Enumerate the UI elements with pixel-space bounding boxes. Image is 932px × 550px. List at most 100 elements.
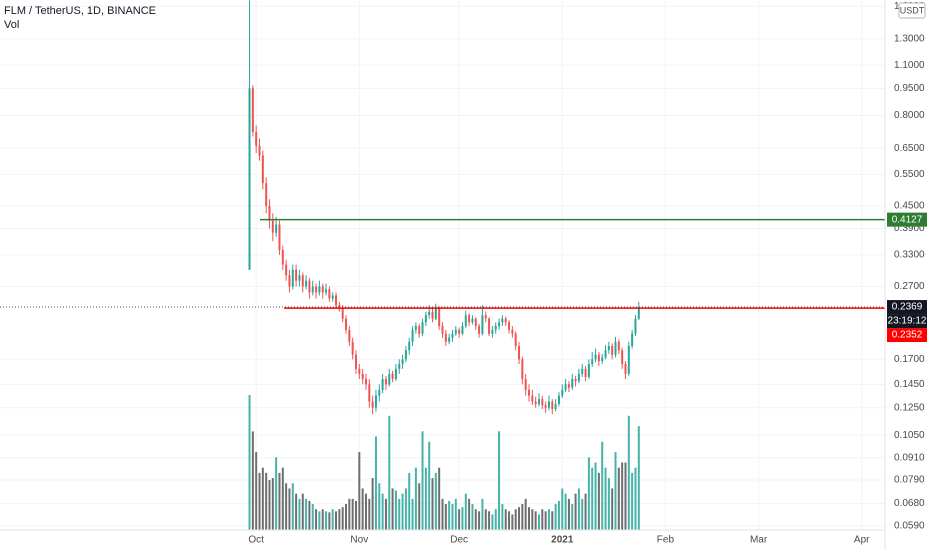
volume-bar bbox=[275, 457, 278, 530]
volume-bar bbox=[311, 504, 314, 530]
volume-bar bbox=[348, 498, 351, 530]
volume-bar bbox=[607, 478, 610, 530]
candle-body bbox=[624, 364, 627, 374]
volume-bar bbox=[288, 488, 291, 530]
candle-body bbox=[597, 354, 600, 362]
volume-bar bbox=[617, 467, 620, 530]
volume-bar bbox=[371, 478, 374, 530]
y-tick-label: 0.0680 bbox=[894, 498, 925, 509]
candle-body bbox=[321, 286, 324, 293]
volume-bar bbox=[398, 498, 401, 530]
y-tick-label: 0.0910 bbox=[894, 452, 925, 463]
candle-body bbox=[547, 401, 550, 408]
candle-body bbox=[374, 395, 377, 408]
candle-body bbox=[508, 322, 511, 330]
candle-body bbox=[408, 341, 411, 351]
volume-bar bbox=[624, 462, 627, 530]
y-tick-label: 1.3000 bbox=[894, 34, 925, 45]
volume-bar bbox=[291, 483, 294, 530]
last-price-label: 0.2369 bbox=[892, 302, 923, 313]
volume-bar bbox=[504, 509, 507, 530]
candle-body bbox=[604, 350, 607, 358]
volume-bar bbox=[408, 472, 411, 530]
candle-body bbox=[511, 329, 514, 334]
last-price-label-box bbox=[887, 300, 927, 315]
candle-body bbox=[468, 315, 471, 323]
candle-body bbox=[448, 337, 451, 342]
volume-bar bbox=[501, 504, 504, 530]
y-tick-label: 0.0790 bbox=[894, 475, 925, 486]
candle-body bbox=[424, 315, 427, 323]
candle-body bbox=[478, 326, 481, 334]
candle-body bbox=[368, 384, 371, 402]
candle-body bbox=[577, 373, 580, 382]
volume-bar bbox=[404, 488, 407, 530]
candle-body bbox=[291, 269, 294, 287]
candle-body bbox=[544, 405, 547, 408]
candle-body bbox=[301, 275, 304, 287]
volume-bar bbox=[248, 395, 251, 530]
candle-body bbox=[431, 311, 434, 319]
volume-bar bbox=[571, 504, 574, 530]
volume-bar bbox=[454, 498, 457, 530]
candle-body bbox=[587, 364, 590, 377]
volume-bar bbox=[614, 452, 617, 530]
candle-body bbox=[621, 350, 624, 365]
candle-body bbox=[325, 289, 328, 293]
candle-body bbox=[255, 132, 258, 146]
candle-body bbox=[461, 326, 464, 334]
volume-bar bbox=[498, 431, 501, 530]
volume-bar bbox=[321, 509, 324, 530]
candle-body bbox=[364, 379, 367, 385]
candle-body bbox=[454, 329, 457, 334]
volume-bar bbox=[591, 467, 594, 530]
candle-body bbox=[534, 401, 537, 404]
candle-body bbox=[518, 345, 521, 360]
volume-bar bbox=[421, 431, 424, 530]
candle-body bbox=[261, 155, 264, 184]
candle-body bbox=[537, 399, 540, 404]
volume-bar bbox=[554, 504, 557, 530]
volume-bar bbox=[494, 509, 497, 530]
volume-bar bbox=[345, 504, 348, 530]
candle-body bbox=[351, 341, 354, 355]
x-tick-label: Dec bbox=[450, 535, 468, 546]
candle-body bbox=[281, 250, 284, 265]
candle-body bbox=[311, 286, 314, 293]
candle-body bbox=[634, 318, 637, 334]
currency-button[interactable] bbox=[898, 2, 926, 19]
candle-body bbox=[265, 183, 268, 207]
volume-bar bbox=[411, 498, 414, 530]
candle-body bbox=[581, 368, 584, 374]
candle-body bbox=[391, 373, 394, 380]
candle-body bbox=[414, 326, 417, 330]
y-tick-label: 0.0590 bbox=[894, 521, 925, 532]
candle-body bbox=[471, 318, 474, 323]
volume-bar bbox=[351, 498, 354, 530]
volume-bar bbox=[384, 498, 387, 530]
volume-bar bbox=[391, 488, 394, 530]
candle-body bbox=[401, 359, 404, 365]
volume-bar bbox=[315, 509, 318, 530]
candle-body bbox=[378, 389, 381, 396]
candle-body bbox=[484, 315, 487, 319]
volume-bar bbox=[268, 480, 271, 530]
y-tick-label: 1.1000 bbox=[894, 60, 925, 71]
currency-button-label[interactable]: USDT bbox=[900, 5, 925, 15]
candle-body bbox=[345, 318, 348, 330]
volume-bar bbox=[537, 514, 540, 530]
volume-bar bbox=[604, 467, 607, 530]
volume-bar bbox=[521, 504, 524, 530]
candle-body bbox=[607, 345, 610, 351]
volume-bar bbox=[418, 483, 421, 530]
candle-body bbox=[341, 308, 344, 319]
volume-bar bbox=[611, 488, 614, 530]
candle-body bbox=[288, 275, 291, 287]
candle-body bbox=[474, 318, 477, 327]
y-tick-label: 0.1700 bbox=[894, 354, 925, 365]
volume-bar bbox=[308, 500, 311, 530]
y-tick-label: 0.1450 bbox=[894, 379, 925, 390]
